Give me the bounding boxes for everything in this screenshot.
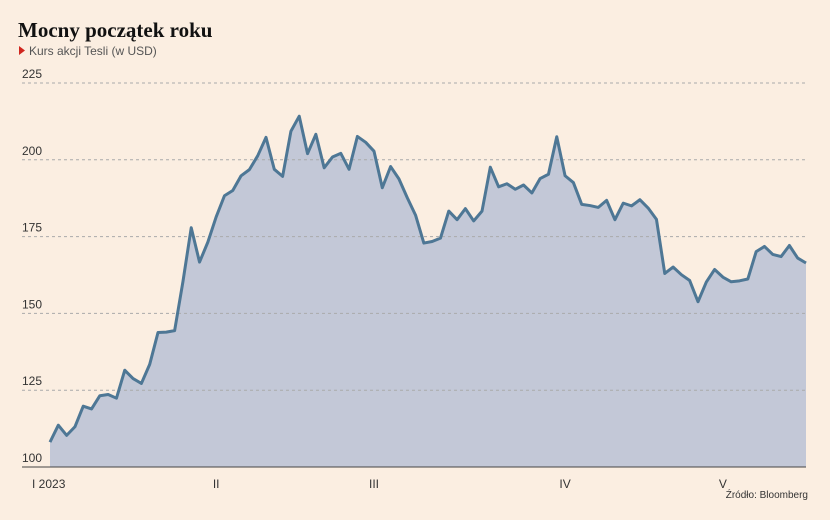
y-tick-label: 225: [22, 67, 42, 81]
x-tick-label: I 2023: [32, 477, 66, 491]
chart-subtitle: Kurs akcji Tesli (w USD): [29, 44, 157, 58]
subtitle-marker: [19, 46, 25, 55]
x-tick-label: V: [719, 477, 727, 491]
x-tick-label: III: [369, 477, 379, 491]
x-tick-label: II: [213, 477, 220, 491]
x-tick-label: IV: [559, 477, 570, 491]
y-tick-label: 125: [22, 374, 42, 388]
y-tick-label: 200: [22, 144, 42, 158]
y-tick-label: 150: [22, 297, 42, 311]
source: Źródło: Bloomberg: [726, 488, 808, 501]
y-tick-label: 100: [22, 451, 42, 465]
area: [50, 116, 806, 468]
y-tick-label: 175: [22, 221, 42, 235]
chart-title: Mocny początek roku: [18, 18, 213, 42]
line: [48, 114, 807, 443]
